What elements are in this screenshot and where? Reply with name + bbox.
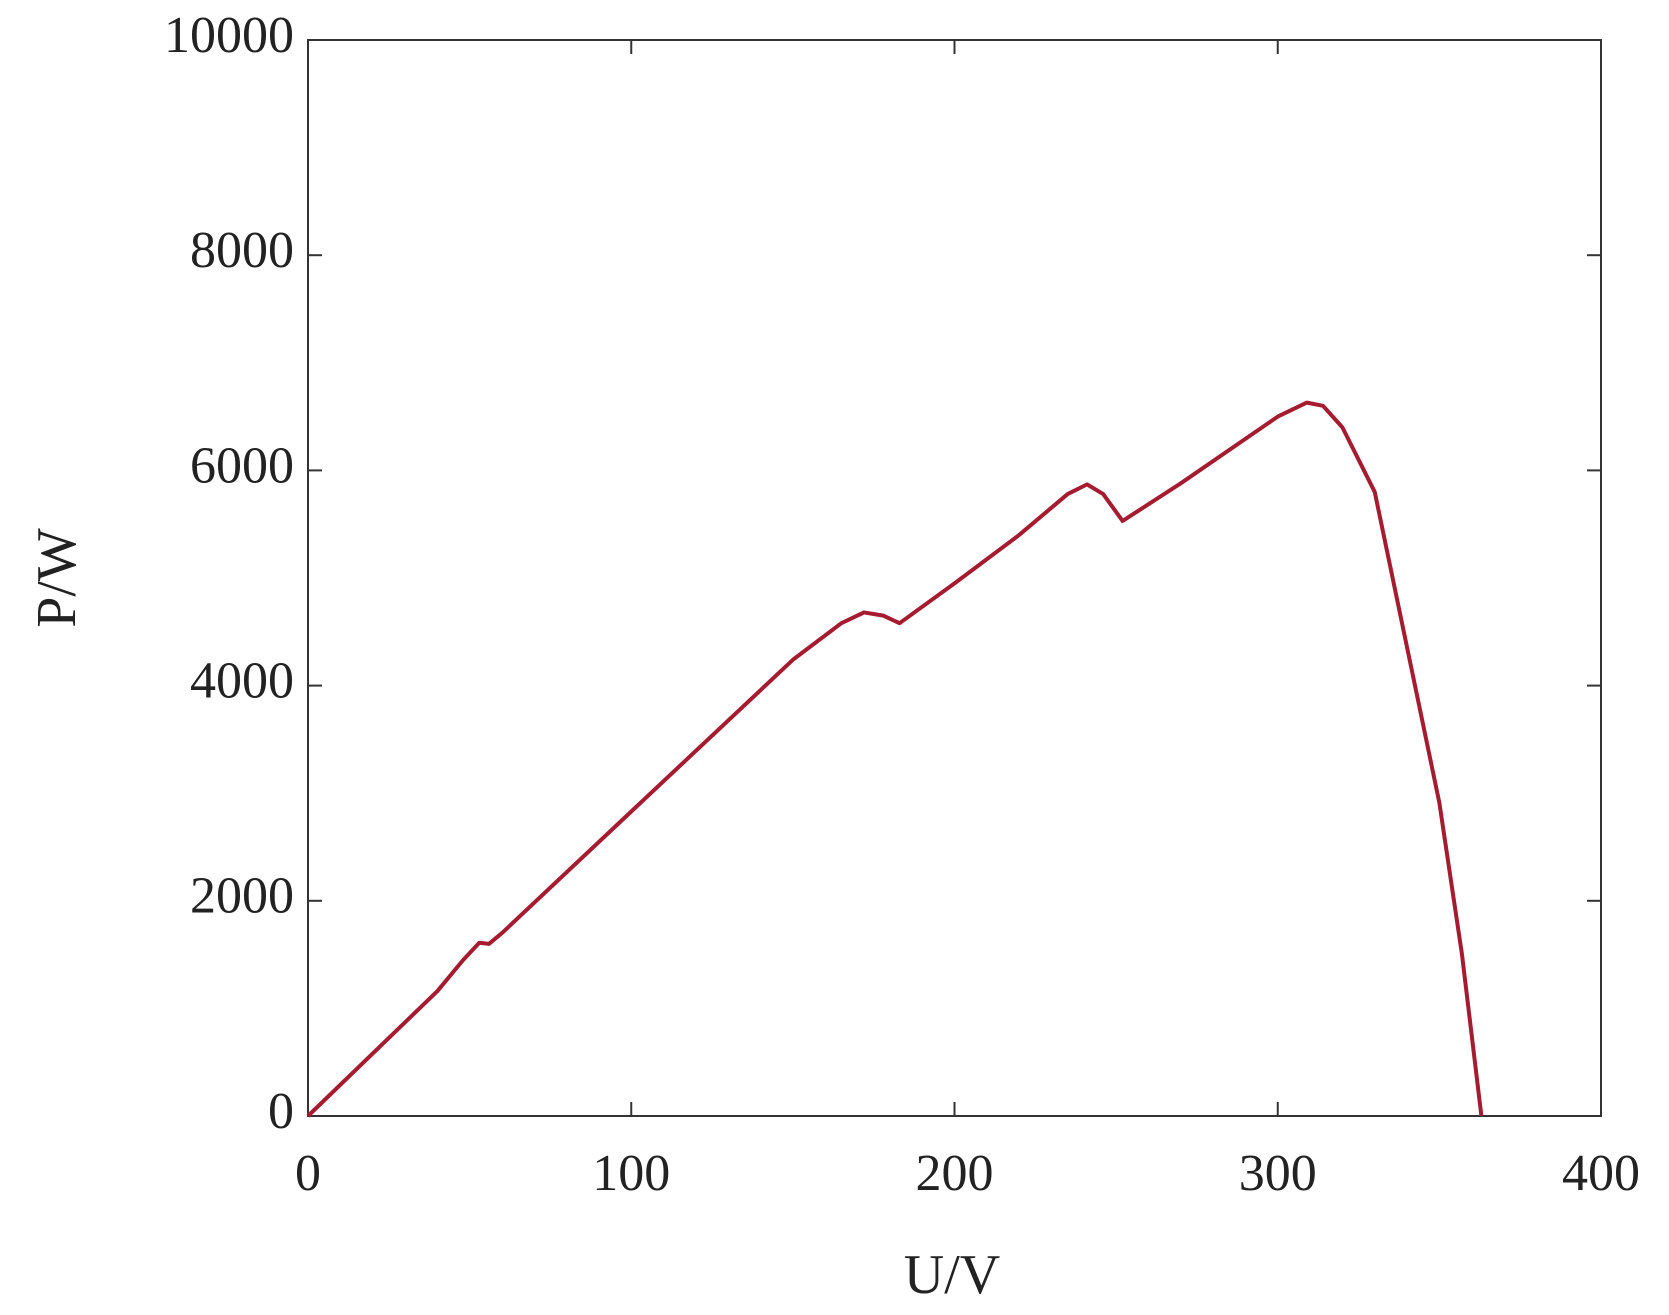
line-series [306,400,1484,1118]
y-tick-label: 8000 [190,222,294,279]
y-axis-label: P/W [26,528,88,628]
x-tick-label: 200 [916,1145,994,1202]
x-tick-label: 0 [295,1145,321,1202]
y-tick-label: 4000 [190,653,294,710]
plot-frame [307,39,1602,1117]
y-tick-label: 10000 [164,7,294,64]
y-tick-label: 0 [268,1083,294,1140]
x-tick-label: 300 [1239,1145,1317,1202]
y-tick-label: 2000 [190,868,294,925]
x-tick-label: 100 [592,1145,670,1202]
x-tick-label: 400 [1562,1145,1640,1202]
y-tick-label: 6000 [190,437,294,494]
x-axis-label: U/V [904,1244,1000,1306]
